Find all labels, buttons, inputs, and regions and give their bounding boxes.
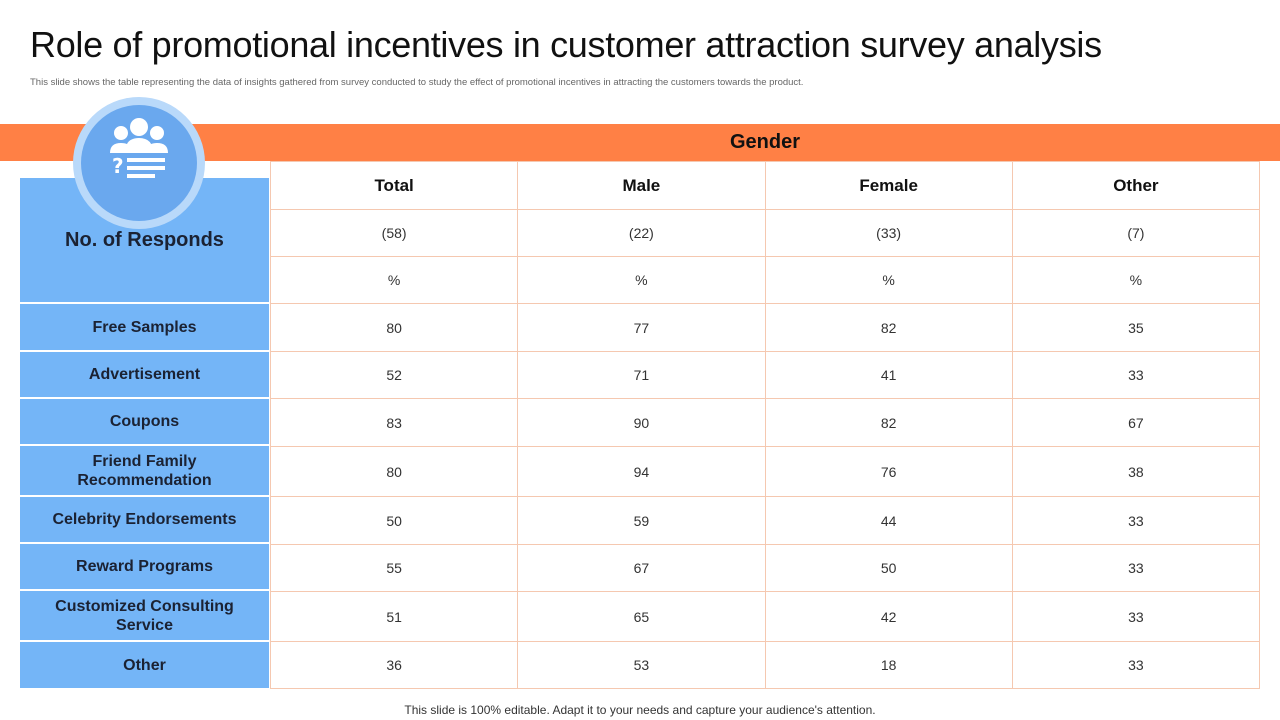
table-cell: 36 xyxy=(386,657,402,673)
table-cell: 65 xyxy=(517,592,764,641)
table-row: 55 67 50 33 xyxy=(271,544,1259,591)
table-cell: 83 xyxy=(386,414,402,431)
svg-text:?: ? xyxy=(112,154,124,178)
row-header-column: No. of Responds Free Samples Advertiseme… xyxy=(20,178,270,688)
row-label-free-samples: Free Samples xyxy=(20,304,269,350)
table-cell: 33 xyxy=(1011,642,1259,688)
table-cell: 51 xyxy=(386,608,402,625)
table-cell: 67 xyxy=(517,545,764,591)
row-label-friend-family: Friend Family Recommendation xyxy=(20,446,269,495)
table-cell: % xyxy=(517,257,764,303)
table-cell: (58) xyxy=(381,225,407,241)
table-cell: 41 xyxy=(764,352,1012,398)
table-row: 80 94 76 38 xyxy=(271,446,1259,496)
column-header: Total xyxy=(374,175,414,195)
table-cell: 50 xyxy=(386,512,402,529)
table-cell: 80 xyxy=(386,463,402,480)
row-label-advertisement: Advertisement xyxy=(20,352,269,397)
row-label-coupons: Coupons xyxy=(20,399,269,444)
table-cell: (7) xyxy=(1011,210,1259,256)
table-cell: (22) xyxy=(517,210,764,256)
page-title: Role of promotional incentives in custom… xyxy=(30,24,1102,65)
survey-group-icon: ? xyxy=(81,105,197,221)
table-cell: 44 xyxy=(764,497,1012,544)
column-header: Male xyxy=(517,162,764,209)
table-cell: 33 xyxy=(1011,352,1259,398)
table-cell: 35 xyxy=(1011,304,1259,351)
table-cell: 52 xyxy=(386,367,402,383)
table-row: 52 71 41 33 xyxy=(271,351,1259,398)
table-row: 83 90 82 67 xyxy=(271,398,1259,446)
table-cell: 18 xyxy=(764,642,1012,688)
column-header: Female xyxy=(764,162,1012,209)
table-cell: 82 xyxy=(764,399,1012,446)
table-cell: (33) xyxy=(764,210,1012,256)
table-cell: 38 xyxy=(1011,447,1259,496)
table-cell: 94 xyxy=(517,447,764,496)
row-label-reward: Reward Programs xyxy=(20,544,269,589)
table-cell: 55 xyxy=(386,560,402,576)
footer-note: This slide is 100% editable. Adapt it to… xyxy=(404,703,876,717)
table-cell: 33 xyxy=(1011,497,1259,544)
survey-table: Total Male Female Other (58) (22) (33) (… xyxy=(270,161,1260,689)
table-cell: 33 xyxy=(1011,592,1259,641)
row-label-consulting: Customized Consulting Service xyxy=(20,591,269,640)
table-row: 51 65 42 33 xyxy=(271,591,1259,641)
table-cell: 76 xyxy=(764,447,1012,496)
column-header: Other xyxy=(1011,162,1259,209)
table-cell: 50 xyxy=(764,545,1012,591)
table-cell: 71 xyxy=(517,352,764,398)
table-cell: 59 xyxy=(517,497,764,544)
table-cell: % xyxy=(1011,257,1259,303)
table-row: 80 77 82 35 xyxy=(271,303,1259,351)
table-row: 36 53 18 33 xyxy=(271,641,1259,688)
gender-header-label: Gender xyxy=(729,131,801,153)
page-subtitle: This slide shows the table representing … xyxy=(30,77,804,88)
table-count-row: (58) (22) (33) (7) xyxy=(271,209,1259,256)
table-cell: 53 xyxy=(517,642,764,688)
table-cell: % xyxy=(387,272,401,288)
table-cell: 80 xyxy=(386,319,402,336)
table-cell: 42 xyxy=(764,592,1012,641)
gender-header-bar xyxy=(0,124,1280,161)
table-cell: 33 xyxy=(1011,545,1259,591)
table-cell: 67 xyxy=(1011,399,1259,446)
table-cell: % xyxy=(764,257,1012,303)
row-label-celebrity: Celebrity Endorsements xyxy=(20,497,269,542)
table-unit-row: % % % % xyxy=(271,256,1259,303)
table-row: 50 59 44 33 xyxy=(271,496,1259,544)
row-label-other: Other xyxy=(20,642,269,688)
table-cell: 82 xyxy=(764,304,1012,351)
table-header-row: Total Male Female Other xyxy=(271,162,1259,209)
table-cell: 90 xyxy=(517,399,764,446)
table-cell: 77 xyxy=(517,304,764,351)
